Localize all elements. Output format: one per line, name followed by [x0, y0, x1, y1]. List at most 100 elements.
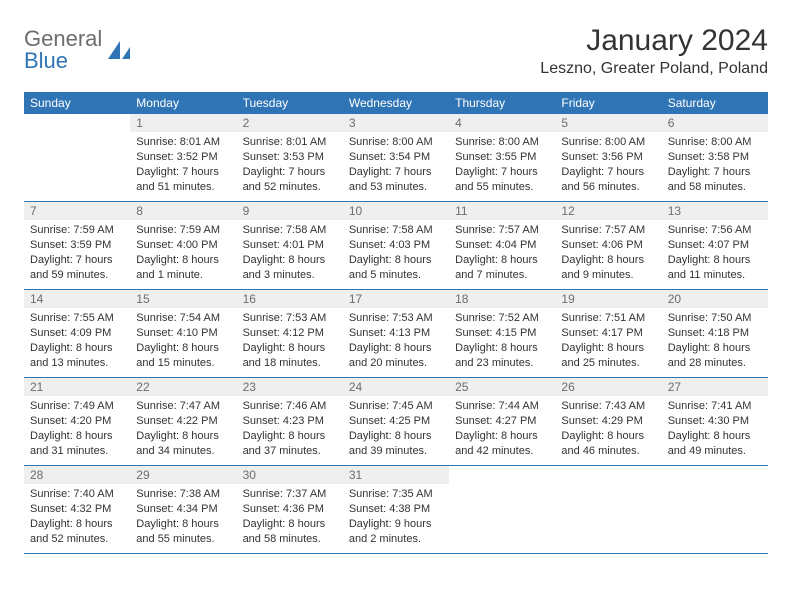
sunset-text: Sunset: 4:13 PM — [349, 326, 443, 341]
day-number: 10 — [343, 202, 449, 220]
sunset-text: Sunset: 3:52 PM — [136, 150, 230, 165]
day-info: Sunrise: 7:44 AMSunset: 4:27 PMDaylight:… — [449, 396, 555, 458]
day-info: Sunrise: 7:59 AMSunset: 4:00 PMDaylight:… — [130, 220, 236, 282]
sunrise-text: Sunrise: 8:00 AM — [668, 135, 762, 150]
day-number: 26 — [555, 378, 661, 396]
daylight-text: Daylight: 8 hours and 39 minutes. — [349, 429, 443, 459]
weekday-header: Monday — [130, 92, 236, 114]
day-info: Sunrise: 7:57 AMSunset: 4:04 PMDaylight:… — [449, 220, 555, 282]
brand-text-blue: Blue — [24, 48, 68, 73]
calendar-cell: 14Sunrise: 7:55 AMSunset: 4:09 PMDayligh… — [24, 290, 130, 378]
day-number: 20 — [662, 290, 768, 308]
calendar-cell: 8Sunrise: 7:59 AMSunset: 4:00 PMDaylight… — [130, 202, 236, 290]
day-info: Sunrise: 7:41 AMSunset: 4:30 PMDaylight:… — [662, 396, 768, 458]
day-info: Sunrise: 7:52 AMSunset: 4:15 PMDaylight:… — [449, 308, 555, 370]
calendar-cell: 1Sunrise: 8:01 AMSunset: 3:52 PMDaylight… — [130, 114, 236, 202]
day-number: 28 — [24, 466, 130, 484]
day-number: 1 — [130, 114, 236, 132]
day-info: Sunrise: 7:58 AMSunset: 4:01 PMDaylight:… — [237, 220, 343, 282]
sunset-text: Sunset: 4:12 PM — [243, 326, 337, 341]
weekday-header: Tuesday — [237, 92, 343, 114]
sunset-text: Sunset: 4:38 PM — [349, 502, 443, 517]
calendar-week-row: 7Sunrise: 7:59 AMSunset: 3:59 PMDaylight… — [24, 202, 768, 290]
sunrise-text: Sunrise: 7:44 AM — [455, 399, 549, 414]
sunrise-text: Sunrise: 7:58 AM — [243, 223, 337, 238]
sunrise-text: Sunrise: 7:56 AM — [668, 223, 762, 238]
day-info: Sunrise: 7:47 AMSunset: 4:22 PMDaylight:… — [130, 396, 236, 458]
day-info: Sunrise: 7:56 AMSunset: 4:07 PMDaylight:… — [662, 220, 768, 282]
location: Leszno, Greater Poland, Poland — [540, 60, 768, 78]
day-number: 22 — [130, 378, 236, 396]
sunrise-text: Sunrise: 7:51 AM — [561, 311, 655, 326]
day-info: Sunrise: 7:55 AMSunset: 4:09 PMDaylight:… — [24, 308, 130, 370]
sunrise-text: Sunrise: 7:45 AM — [349, 399, 443, 414]
sunrise-text: Sunrise: 7:43 AM — [561, 399, 655, 414]
day-info: Sunrise: 7:43 AMSunset: 4:29 PMDaylight:… — [555, 396, 661, 458]
sunset-text: Sunset: 4:30 PM — [668, 414, 762, 429]
calendar-cell: 13Sunrise: 7:56 AMSunset: 4:07 PMDayligh… — [662, 202, 768, 290]
sunset-text: Sunset: 3:59 PM — [30, 238, 124, 253]
sunrise-text: Sunrise: 7:59 AM — [30, 223, 124, 238]
daylight-text: Daylight: 8 hours and 3 minutes. — [243, 253, 337, 283]
sunset-text: Sunset: 4:22 PM — [136, 414, 230, 429]
sunrise-text: Sunrise: 7:37 AM — [243, 487, 337, 502]
calendar-cell: 25Sunrise: 7:44 AMSunset: 4:27 PMDayligh… — [449, 378, 555, 466]
day-info: Sunrise: 8:01 AMSunset: 3:53 PMDaylight:… — [237, 132, 343, 194]
day-info: Sunrise: 7:40 AMSunset: 4:32 PMDaylight:… — [24, 484, 130, 546]
daylight-text: Daylight: 8 hours and 52 minutes. — [30, 517, 124, 547]
day-info: Sunrise: 7:37 AMSunset: 4:36 PMDaylight:… — [237, 484, 343, 546]
daylight-text: Daylight: 8 hours and 9 minutes. — [561, 253, 655, 283]
sunset-text: Sunset: 4:36 PM — [243, 502, 337, 517]
sunset-text: Sunset: 3:58 PM — [668, 150, 762, 165]
calendar-cell: 3Sunrise: 8:00 AMSunset: 3:54 PMDaylight… — [343, 114, 449, 202]
day-number: 2 — [237, 114, 343, 132]
calendar-cell: 17Sunrise: 7:53 AMSunset: 4:13 PMDayligh… — [343, 290, 449, 378]
sunset-text: Sunset: 4:03 PM — [349, 238, 443, 253]
day-info: Sunrise: 8:01 AMSunset: 3:52 PMDaylight:… — [130, 132, 236, 194]
sunrise-text: Sunrise: 7:57 AM — [455, 223, 549, 238]
sunrise-text: Sunrise: 8:00 AM — [455, 135, 549, 150]
sunrise-text: Sunrise: 7:46 AM — [243, 399, 337, 414]
calendar-cell: 22Sunrise: 7:47 AMSunset: 4:22 PMDayligh… — [130, 378, 236, 466]
day-number: 11 — [449, 202, 555, 220]
sunrise-text: Sunrise: 7:41 AM — [668, 399, 762, 414]
day-number: 23 — [237, 378, 343, 396]
day-info: Sunrise: 7:35 AMSunset: 4:38 PMDaylight:… — [343, 484, 449, 546]
day-number: 9 — [237, 202, 343, 220]
day-info: Sunrise: 8:00 AMSunset: 3:58 PMDaylight:… — [662, 132, 768, 194]
day-info: Sunrise: 7:53 AMSunset: 4:13 PMDaylight:… — [343, 308, 449, 370]
day-number: 30 — [237, 466, 343, 484]
day-info: Sunrise: 8:00 AMSunset: 3:54 PMDaylight:… — [343, 132, 449, 194]
sunrise-text: Sunrise: 8:00 AM — [349, 135, 443, 150]
sunrise-text: Sunrise: 7:50 AM — [668, 311, 762, 326]
sunset-text: Sunset: 4:01 PM — [243, 238, 337, 253]
calendar-header-row: Sunday Monday Tuesday Wednesday Thursday… — [24, 92, 768, 114]
sunset-text: Sunset: 4:09 PM — [30, 326, 124, 341]
brand-text: General Blue — [24, 28, 102, 72]
sunset-text: Sunset: 3:56 PM — [561, 150, 655, 165]
sunset-text: Sunset: 4:17 PM — [561, 326, 655, 341]
weekday-header: Wednesday — [343, 92, 449, 114]
sunrise-text: Sunrise: 7:53 AM — [243, 311, 337, 326]
daylight-text: Daylight: 8 hours and 15 minutes. — [136, 341, 230, 371]
daylight-text: Daylight: 7 hours and 52 minutes. — [243, 165, 337, 195]
sunset-text: Sunset: 4:15 PM — [455, 326, 549, 341]
day-number: 14 — [24, 290, 130, 308]
sunrise-text: Sunrise: 7:58 AM — [349, 223, 443, 238]
daylight-text: Daylight: 8 hours and 31 minutes. — [30, 429, 124, 459]
sunset-text: Sunset: 4:18 PM — [668, 326, 762, 341]
calendar-cell: 30Sunrise: 7:37 AMSunset: 4:36 PMDayligh… — [237, 466, 343, 554]
day-info: Sunrise: 7:49 AMSunset: 4:20 PMDaylight:… — [24, 396, 130, 458]
daylight-text: Daylight: 8 hours and 42 minutes. — [455, 429, 549, 459]
day-number: 24 — [343, 378, 449, 396]
sunrise-text: Sunrise: 7:47 AM — [136, 399, 230, 414]
sunrise-text: Sunrise: 7:54 AM — [136, 311, 230, 326]
sunrise-text: Sunrise: 7:40 AM — [30, 487, 124, 502]
sunrise-text: Sunrise: 7:59 AM — [136, 223, 230, 238]
calendar-cell: 16Sunrise: 7:53 AMSunset: 4:12 PMDayligh… — [237, 290, 343, 378]
daylight-text: Daylight: 8 hours and 34 minutes. — [136, 429, 230, 459]
day-number: 25 — [449, 378, 555, 396]
sunset-text: Sunset: 4:34 PM — [136, 502, 230, 517]
calendar-cell: 10Sunrise: 7:58 AMSunset: 4:03 PMDayligh… — [343, 202, 449, 290]
day-info: Sunrise: 7:58 AMSunset: 4:03 PMDaylight:… — [343, 220, 449, 282]
